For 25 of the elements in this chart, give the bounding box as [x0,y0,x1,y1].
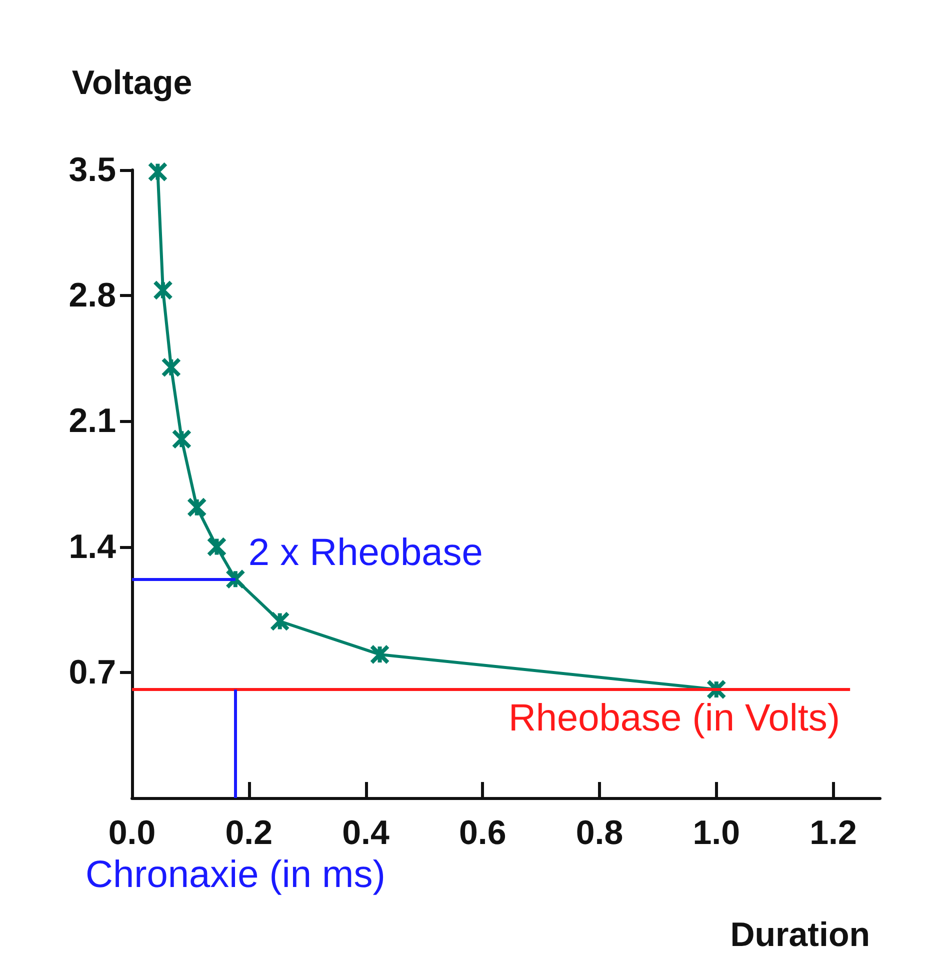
x-tick-label: 1.0 [692,814,740,852]
y-tick-label: 0.7 [68,653,116,692]
point [270,611,290,632]
point [161,357,182,378]
x-axis-title: Duration [730,916,870,954]
y-tick-label: 2.1 [68,402,116,440]
y-tick-label: 1.4 [68,528,116,566]
x-tick-label: 0.4 [342,814,390,852]
point [186,497,207,518]
ref-line-label: Chronaxie (in ms) [85,854,386,896]
x-tick-label: 1.2 [810,814,857,852]
ref-line-label: Rheobase (in Volts) [508,697,840,740]
ref-line-label: 2 x Rheobase [248,532,483,574]
y-axis-title: Voltage [72,64,192,102]
point [172,429,192,450]
x-tick-label: 0.8 [576,814,624,852]
point [206,536,227,557]
x-tick-label: 0.6 [458,814,506,852]
point [370,644,390,664]
y-tick-label: 3.5 [68,151,116,189]
x-tick-label: 0.2 [225,814,273,852]
y-tick-label: 2.8 [68,276,116,315]
point [152,280,173,300]
x-tick-label: 0.0 [108,814,156,852]
point [148,162,168,182]
